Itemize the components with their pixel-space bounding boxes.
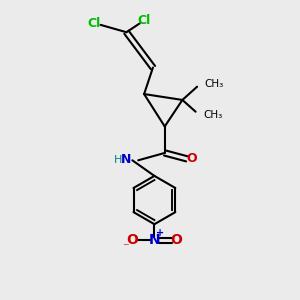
Text: CH₃: CH₃ [205, 79, 224, 89]
Text: Cl: Cl [87, 17, 101, 30]
Text: O: O [186, 152, 196, 165]
Text: N: N [121, 153, 131, 166]
Text: Cl: Cl [137, 14, 151, 27]
Text: ⁻: ⁻ [122, 241, 129, 254]
Text: +: + [156, 228, 164, 238]
Text: H: H [114, 155, 122, 165]
Text: CH₃: CH₃ [203, 110, 222, 120]
Text: N: N [148, 233, 160, 248]
Text: O: O [126, 233, 138, 248]
Text: O: O [171, 233, 182, 248]
